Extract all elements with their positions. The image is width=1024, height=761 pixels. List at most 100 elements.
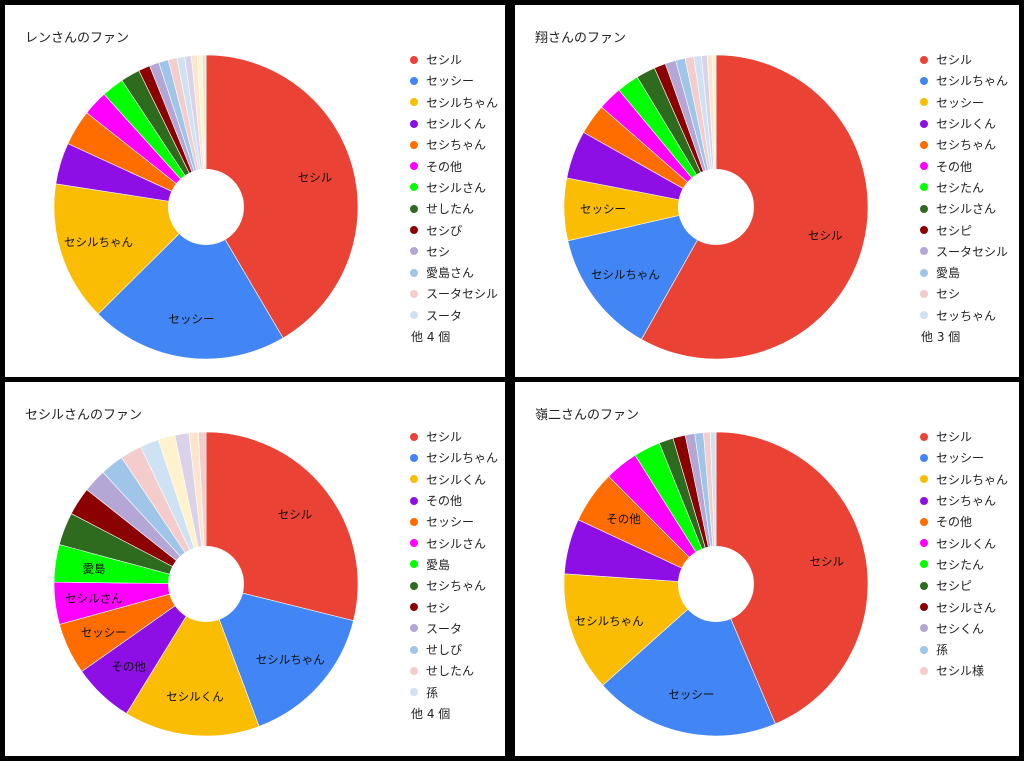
legend-swatch xyxy=(410,76,418,85)
legend-swatch xyxy=(410,581,418,590)
legend-label: セシピ xyxy=(936,579,973,594)
legend-swatch xyxy=(920,247,928,256)
legend-swatch xyxy=(410,289,418,298)
legend-item: セシルさん xyxy=(920,596,1008,617)
legend-swatch xyxy=(410,162,418,171)
pie-slice-0 xyxy=(205,431,359,622)
legend-label: セッシー xyxy=(426,515,475,530)
legend-label: セッシー xyxy=(936,451,985,466)
legend-label: 愛島 xyxy=(936,266,961,281)
legend-swatch xyxy=(410,603,418,612)
legend-item: セシル様 xyxy=(920,660,1008,681)
legend-label: その他 xyxy=(426,159,463,174)
legend-item: せしたん xyxy=(410,660,498,681)
legend-swatch xyxy=(410,204,418,213)
legend-label: セシルくん xyxy=(426,472,487,487)
legend-label: スータセシル xyxy=(936,244,1009,259)
legend-item: セシくん xyxy=(920,618,1008,639)
legend-item: スータ xyxy=(410,618,498,639)
legend: セシル セッシー セシルちゃん セシちゃん その他 セシルくん セシたん セシピ セシルさん セシ… xyxy=(920,426,1008,682)
legend-swatch xyxy=(410,55,418,64)
legend-swatch xyxy=(920,603,928,612)
legend-more: 他 4 個 xyxy=(411,330,451,344)
legend-swatch xyxy=(410,560,418,569)
legend-label: セシル xyxy=(426,430,463,445)
legend-item: セシルさん xyxy=(410,532,498,553)
legend-label: 愛島さん xyxy=(426,266,475,281)
slice-label: セッシー xyxy=(580,202,626,216)
legend-swatch xyxy=(920,581,928,590)
chart-title: 嶺二さんのファン xyxy=(535,408,640,423)
legend-label: セシルちゃん xyxy=(936,472,1009,487)
pie-slice-1 xyxy=(567,206,717,340)
legend-more: 他 4 個 xyxy=(411,707,451,721)
legend-item: 孫 xyxy=(920,639,1008,660)
legend-label: セシぴ xyxy=(426,223,463,238)
legend-label: セシピ xyxy=(936,223,973,238)
legend-label: セシルくん xyxy=(936,536,997,551)
pie-slice-16 xyxy=(201,54,207,208)
legend-label: セッちゃん xyxy=(936,308,997,323)
legend-item: セシたん xyxy=(920,554,1008,575)
donut-hole xyxy=(168,546,244,622)
legend-item: セッシー xyxy=(920,92,1008,113)
legend-swatch xyxy=(410,183,418,192)
slice-label: セシルさん xyxy=(65,591,123,605)
legend-swatch xyxy=(410,475,418,484)
legend-swatch xyxy=(410,666,418,675)
legend-swatch xyxy=(920,76,928,85)
legend-item: スータセシル xyxy=(410,283,498,304)
legend-label: セッシー xyxy=(426,74,475,89)
legend-item: その他 xyxy=(920,155,1008,176)
legend-item: その他 xyxy=(410,155,498,176)
legend-swatch xyxy=(920,645,928,654)
legend-item: せしぴ xyxy=(410,639,498,660)
donut-hole xyxy=(168,169,244,245)
slice-label: セシルちゃん xyxy=(575,614,644,628)
legend-item: セシピ xyxy=(920,575,1008,596)
slice-label: セシル xyxy=(298,170,333,184)
legend-label: セシルちゃん xyxy=(426,95,499,110)
legend-swatch xyxy=(410,539,418,548)
legend-item: セシルちゃん xyxy=(410,447,498,468)
legend-more: 他 3 個 xyxy=(921,330,961,344)
legend-label: せしたん xyxy=(426,664,475,679)
pie-slice-0 xyxy=(641,54,869,360)
legend-item: セシちゃん xyxy=(410,575,498,596)
chart-panel-1: レンさんのファン セシル セッシー セシルちゃん セシル セッシー セシルちゃん セシルく… xyxy=(5,5,505,377)
legend-item: セシたん xyxy=(920,177,1008,198)
legend-label: セシル様 xyxy=(936,664,985,679)
legend-label: セシルさん xyxy=(426,180,487,195)
legend-swatch xyxy=(920,624,928,633)
legend-swatch xyxy=(920,560,928,569)
slice-label: その他 xyxy=(111,659,146,673)
legend-swatch xyxy=(410,645,418,654)
slice-label: セシル xyxy=(809,554,844,568)
pie-slice-1 xyxy=(97,206,284,360)
slice-label: 愛島 xyxy=(83,561,106,575)
legend-label: セシルさん xyxy=(936,202,997,217)
legend-label: セシちゃん xyxy=(936,494,997,509)
legend-swatch xyxy=(410,432,418,441)
pie-slice-0 xyxy=(715,431,869,725)
legend-swatch xyxy=(410,226,418,235)
legend-item: その他 xyxy=(920,511,1008,532)
legend: セシル セシルちゃん セシルくん その他 セッシー セシルさん 愛島 セシちゃん セシ スータ せし… xyxy=(410,426,498,724)
legend-item: 愛島 xyxy=(920,262,1008,283)
legend-item: スータ xyxy=(410,305,498,326)
legend-item: セシルくん xyxy=(920,532,1008,553)
pie-slice-2 xyxy=(126,583,260,737)
legend-item: セシルくん xyxy=(410,113,498,134)
legend-swatch xyxy=(920,666,928,675)
legend-item: 愛島さん xyxy=(410,262,498,283)
legend-item: セシルちゃん xyxy=(920,70,1008,91)
legend-item: セシル xyxy=(920,426,1008,447)
legend-swatch xyxy=(410,453,418,462)
legend-label: セシルくん xyxy=(426,117,487,132)
legend-item: セシぴ xyxy=(410,219,498,240)
legend-swatch xyxy=(410,119,418,128)
legend-item: セシ xyxy=(410,241,498,262)
legend-item: セシちゃん xyxy=(920,134,1008,155)
legend-label: セシルさん xyxy=(426,536,487,551)
